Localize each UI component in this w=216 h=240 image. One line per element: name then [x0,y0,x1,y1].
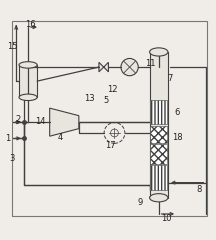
Text: 14: 14 [35,117,45,126]
Ellipse shape [149,194,168,202]
Text: 11: 11 [145,59,155,68]
Text: 3: 3 [9,154,14,163]
Polygon shape [50,108,79,136]
Text: 9: 9 [138,198,143,207]
Bar [150,165,167,190]
Polygon shape [99,62,108,72]
Bar [150,100,167,124]
Bar [150,126,167,143]
Ellipse shape [19,94,37,101]
Text: 4: 4 [58,133,63,142]
Ellipse shape [19,62,37,68]
Text: 10: 10 [161,214,172,223]
Circle shape [121,59,138,76]
Text: 6: 6 [175,108,180,117]
Text: 18: 18 [172,133,183,142]
Text: 5: 5 [103,96,108,105]
Ellipse shape [149,48,168,56]
Text: 1: 1 [5,134,10,143]
Text: 16: 16 [25,20,36,30]
Bar [150,144,167,164]
Text: 7: 7 [167,74,172,84]
Text: 15: 15 [7,42,17,51]
Text: 8: 8 [196,185,201,194]
Bar [19,65,37,97]
Bar [149,52,168,198]
Text: 13: 13 [84,94,95,103]
Text: 17: 17 [105,141,116,150]
Text: 12: 12 [107,85,118,94]
Text: 2: 2 [16,115,21,125]
